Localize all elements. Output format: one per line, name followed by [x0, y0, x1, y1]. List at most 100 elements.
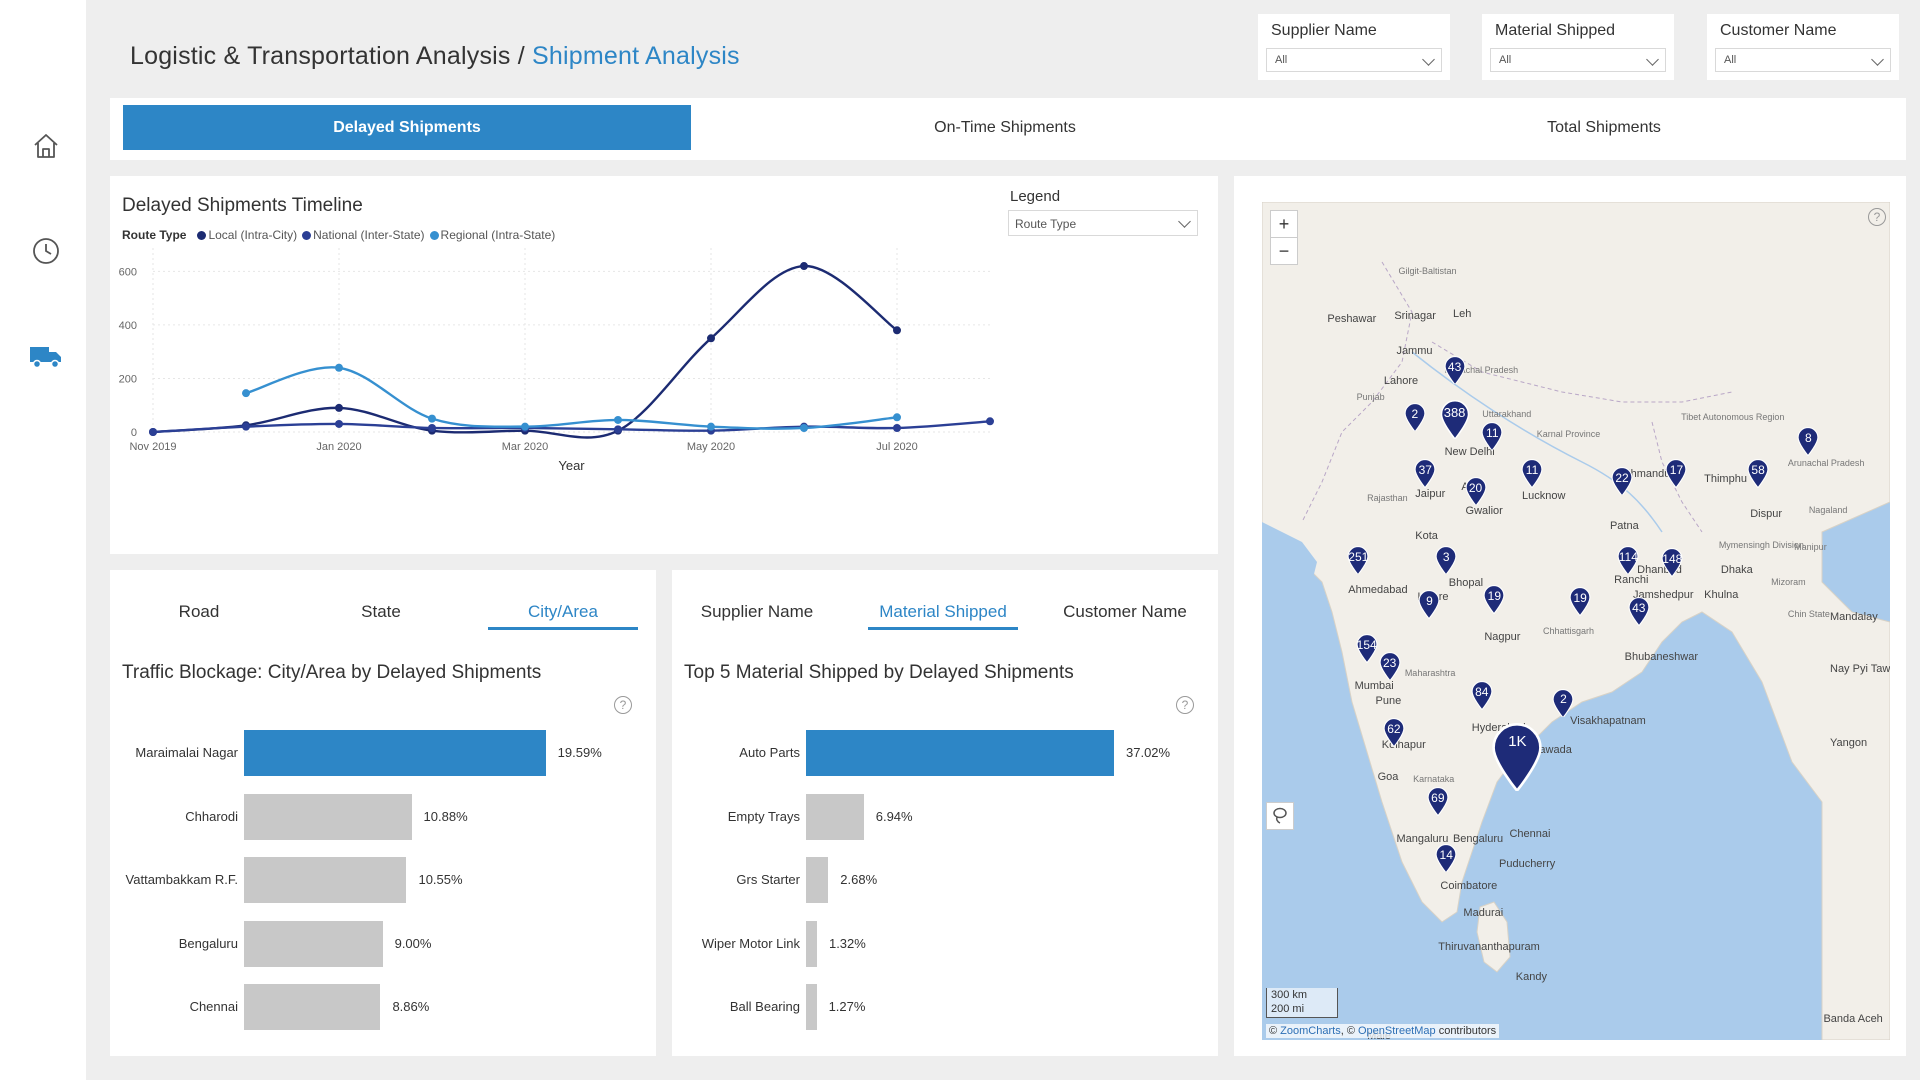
tab-on-time-shipments[interactable]: On-Time Shipments [934, 118, 1076, 136]
map-cluster-pin[interactable]: 11 [1521, 459, 1543, 489]
data-point[interactable] [428, 423, 436, 432]
bar-row[interactable]: Empty Trays 6.94% [672, 793, 1218, 840]
bar-row[interactable]: Maraimalai Nagar 19.59% [110, 730, 656, 776]
zoom-out-button[interactable]: − [1270, 237, 1298, 265]
data-point[interactable] [893, 423, 901, 432]
data-point[interactable] [335, 419, 343, 428]
legend-item-regional[interactable]: Regional (Intra-State) [440, 228, 556, 242]
bar-row[interactable]: Auto Parts 37.02% [672, 730, 1218, 776]
map-place-label: Coimbatore [1440, 879, 1498, 892]
data-point[interactable] [242, 422, 250, 431]
map-cluster-pin[interactable]: 20 [1465, 476, 1487, 507]
data-point[interactable] [707, 422, 715, 431]
map-cluster-pin[interactable]: 2 [1552, 688, 1574, 718]
map-cluster-pin[interactable]: 43 [1628, 597, 1650, 627]
data-point[interactable] [986, 417, 994, 426]
clock-icon[interactable] [28, 233, 64, 269]
series-line-1[interactable] [152, 420, 991, 434]
help-icon[interactable]: ? [614, 696, 632, 714]
data-point[interactable] [614, 415, 622, 424]
series-line-2[interactable] [245, 366, 898, 430]
bar-row[interactable]: Ball Bearing 1.27% [672, 984, 1218, 1030]
tab-delayed-shipments[interactable]: Delayed Shipments [123, 105, 691, 150]
lasso-select-icon[interactable] [1266, 802, 1294, 830]
bar-row[interactable]: Grs Starter 2.68% [672, 857, 1218, 903]
bar-row[interactable]: Chennai 8.86% [110, 984, 656, 1030]
map-cluster-pin[interactable]: 22 [1611, 466, 1633, 497]
map-cluster-pin[interactable]: 148 [1661, 548, 1683, 578]
map-cluster-pin[interactable]: 14 [1435, 843, 1457, 874]
tab-total-shipments[interactable]: Total Shipments [1547, 118, 1661, 136]
zoomcharts-link[interactable]: ZoomCharts [1280, 1025, 1341, 1037]
map-cluster-pin[interactable]: 62 [1383, 718, 1405, 748]
bar[interactable] [244, 984, 381, 1030]
data-point[interactable] [428, 414, 436, 423]
subtab-supplier-name[interactable]: Supplier Name [700, 602, 814, 621]
subtab-state[interactable]: State [361, 602, 401, 621]
bar[interactable] [244, 920, 383, 967]
bar[interactable] [806, 984, 817, 1030]
map-cluster-pin[interactable]: 43 [1444, 355, 1466, 386]
map-cluster-pin[interactable]: 251 [1347, 545, 1369, 576]
bar[interactable] [806, 920, 817, 967]
subtab-city-area[interactable]: City/Area [488, 594, 638, 630]
map-cluster-pin[interactable]: 3 [1435, 545, 1457, 576]
data-point[interactable] [242, 389, 250, 398]
map-cluster-pin[interactable]: 84 [1471, 681, 1493, 711]
home-icon[interactable] [28, 128, 64, 164]
map-cluster-pin[interactable]: 37 [1414, 459, 1436, 489]
openstreetmap-link[interactable]: OpenStreetMap [1357, 1025, 1436, 1037]
subtab-material-shipped[interactable]: Material Shipped [868, 594, 1018, 630]
legend-selector-dropdown[interactable]: Route Type [1008, 210, 1198, 236]
map-cluster-pin[interactable]: 388 [1440, 399, 1470, 440]
map-cluster-pin[interactable]: 154 [1356, 634, 1378, 664]
map-cluster-pin[interactable]: 17 [1665, 459, 1687, 489]
data-point[interactable] [521, 422, 529, 431]
bar[interactable] [806, 793, 864, 840]
map-cluster-pin[interactable]: 9 [1418, 589, 1440, 620]
truck-icon[interactable] [28, 339, 64, 375]
map-cluster-pin[interactable]: 11 [1481, 422, 1503, 452]
data-point[interactable] [800, 423, 808, 432]
map-cluster-pin[interactable]: 1K [1491, 723, 1543, 794]
data-point[interactable] [893, 326, 901, 335]
supplier-name-dropdown[interactable]: All [1266, 48, 1442, 72]
bar-row[interactable]: Chharodi 10.88% [110, 793, 656, 840]
zoom-in-button[interactable]: + [1270, 210, 1298, 238]
map-cluster-pin[interactable]: 58 [1747, 459, 1769, 489]
map-pin-shape [1797, 427, 1819, 457]
map-help-icon[interactable]: ? [1868, 208, 1886, 226]
legend-item-national[interactable]: National (Inter-State) [313, 228, 425, 242]
data-point[interactable] [893, 413, 901, 422]
data-point[interactable] [335, 363, 343, 372]
legend-item-local[interactable]: Local (Intra-City) [208, 228, 298, 242]
series-line-0[interactable] [152, 264, 898, 439]
bar-row[interactable]: Wiper Motor Link 1.32% [672, 920, 1218, 967]
material-shipped-dropdown[interactable]: All [1490, 48, 1666, 72]
bar[interactable] [806, 857, 829, 903]
map-cluster-pin[interactable]: 114 [1617, 545, 1639, 576]
data-point[interactable] [335, 403, 343, 412]
map-cluster-pin[interactable]: 19 [1569, 587, 1591, 617]
data-point[interactable] [800, 262, 808, 271]
subtab-road[interactable]: Road [178, 602, 220, 621]
map-cluster-pin[interactable]: 69 [1427, 787, 1449, 817]
data-point[interactable] [149, 428, 157, 436]
map-cluster-pin[interactable]: 8 [1797, 427, 1819, 457]
bar-row[interactable]: Vattambakkam R.F. 10.55% [110, 857, 656, 903]
bar[interactable] [244, 730, 546, 776]
data-point[interactable] [707, 334, 715, 343]
customer-name-dropdown[interactable]: All [1715, 48, 1891, 72]
bar[interactable] [806, 730, 1114, 776]
bar-row[interactable]: Bengaluru 9.00% [110, 920, 656, 967]
bar[interactable] [244, 793, 412, 840]
map-cluster-pin[interactable]: 19 [1483, 585, 1505, 615]
map-cluster-pin[interactable]: 2 [1404, 402, 1426, 433]
subtab-customer-name[interactable]: Customer Name [1063, 602, 1187, 621]
title-accent[interactable]: Shipment Analysis [532, 42, 740, 70]
data-point[interactable] [614, 425, 622, 434]
map-cluster-pin[interactable]: 23 [1379, 651, 1401, 682]
help-icon[interactable]: ? [1176, 696, 1194, 714]
bar[interactable] [244, 857, 407, 903]
